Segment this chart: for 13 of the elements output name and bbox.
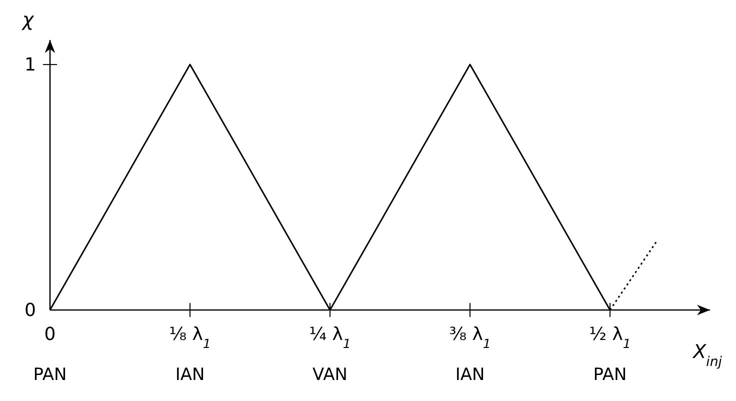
- text: IAN: [455, 365, 485, 385]
- text: VAN: [312, 365, 348, 385]
- x-tick-label: ½ λ$_{1}$: [589, 324, 631, 350]
- x-tick-label: ⅜ λ$_{1}$: [449, 324, 491, 350]
- text: PAN: [593, 365, 627, 385]
- y-axis-title: χ: [21, 9, 34, 31]
- x-axis-title: X$_{inj}$: [692, 341, 722, 370]
- text: PAN: [33, 365, 67, 385]
- text: IAN: [175, 365, 205, 385]
- x-tick-label: ¼ λ$_{1}$: [309, 324, 351, 350]
- x-tick-label: ⅛ λ$_{1}$: [169, 324, 211, 350]
- x-tick-label: 0: [44, 324, 56, 345]
- y-tick-label: 1: [24, 54, 36, 76]
